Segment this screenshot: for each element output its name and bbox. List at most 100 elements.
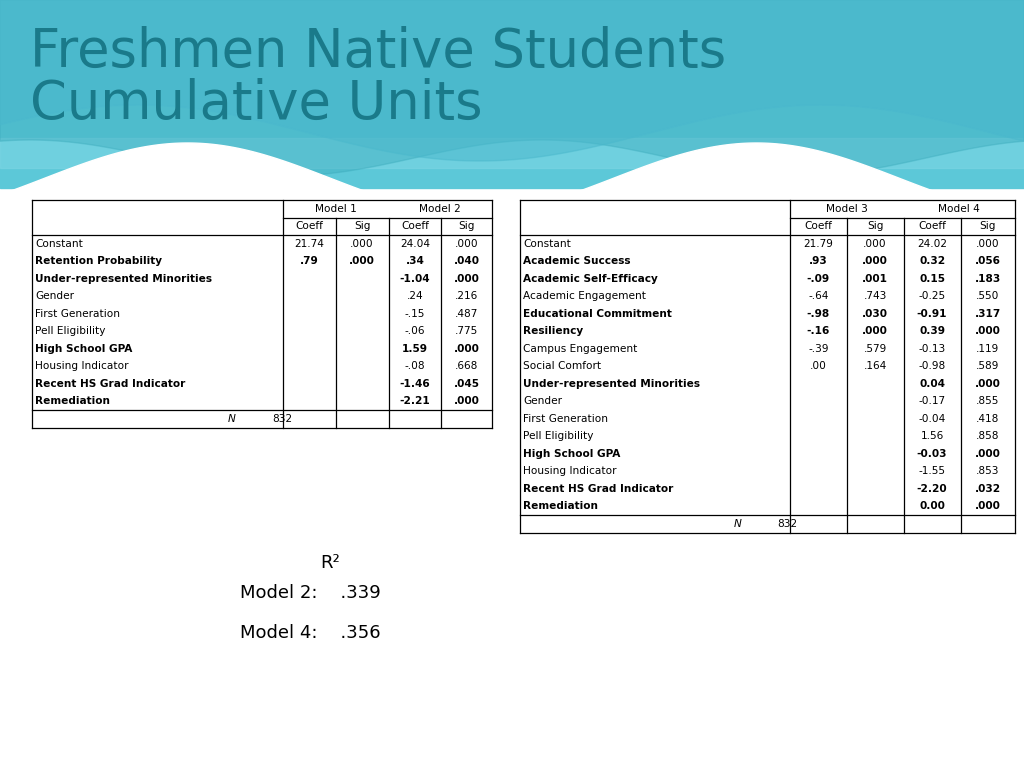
Text: .032: .032 xyxy=(975,484,1000,494)
Text: -.39: -.39 xyxy=(808,344,828,354)
Text: -.98: -.98 xyxy=(807,309,829,319)
Text: -.09: -.09 xyxy=(807,273,829,283)
Text: Housing Indicator: Housing Indicator xyxy=(35,361,128,371)
Text: Sig: Sig xyxy=(980,221,996,231)
Text: .000: .000 xyxy=(862,257,888,266)
Text: .858: .858 xyxy=(976,432,999,442)
Text: Freshmen Native Students: Freshmen Native Students xyxy=(30,26,726,78)
Text: -0.13: -0.13 xyxy=(919,344,946,354)
Text: .743: .743 xyxy=(863,291,887,301)
Text: Social Comfort: Social Comfort xyxy=(523,361,601,371)
Text: .000: .000 xyxy=(349,257,375,266)
Text: .000: .000 xyxy=(862,326,888,336)
Text: Coeff: Coeff xyxy=(804,221,833,231)
Text: Resiliency: Resiliency xyxy=(523,326,584,336)
Text: Sig: Sig xyxy=(867,221,884,231)
Text: .000: .000 xyxy=(454,344,479,354)
Text: 21.79: 21.79 xyxy=(803,239,834,249)
Text: Under-represented Minorities: Under-represented Minorities xyxy=(523,379,700,389)
Text: .579: .579 xyxy=(863,344,887,354)
Text: .550: .550 xyxy=(976,291,999,301)
Text: 0.15: 0.15 xyxy=(920,273,945,283)
Text: Remediation: Remediation xyxy=(523,502,598,511)
Text: .855: .855 xyxy=(976,396,999,406)
Text: Gender: Gender xyxy=(523,396,562,406)
Text: Housing Indicator: Housing Indicator xyxy=(523,466,616,476)
Text: High School GPA: High School GPA xyxy=(523,449,621,458)
Text: Remediation: Remediation xyxy=(35,396,110,406)
Text: .418: .418 xyxy=(976,414,999,424)
Text: .030: .030 xyxy=(862,309,888,319)
Text: -.64: -.64 xyxy=(808,291,828,301)
Text: -0.98: -0.98 xyxy=(919,361,946,371)
Text: Educational Commitment: Educational Commitment xyxy=(523,309,672,319)
Text: 1.59: 1.59 xyxy=(402,344,428,354)
Text: 0.32: 0.32 xyxy=(919,257,945,266)
Text: -0.25: -0.25 xyxy=(919,291,945,301)
Text: Academic Self-Efficacy: Academic Self-Efficacy xyxy=(523,273,657,283)
Text: -0.91: -0.91 xyxy=(916,309,947,319)
Text: Academic Success: Academic Success xyxy=(523,257,631,266)
Text: 24.04: 24.04 xyxy=(400,239,430,249)
Text: .001: .001 xyxy=(862,273,888,283)
Text: Model 4: Model 4 xyxy=(938,204,980,214)
Text: Constant: Constant xyxy=(35,239,83,249)
Text: .000: .000 xyxy=(863,239,887,249)
Text: Sig: Sig xyxy=(354,221,371,231)
Text: Under-represented Minorities: Under-represented Minorities xyxy=(35,273,212,283)
Text: N: N xyxy=(228,414,236,424)
Text: -2.21: -2.21 xyxy=(399,396,430,406)
Text: .119: .119 xyxy=(976,344,999,354)
Text: Cumulative Units: Cumulative Units xyxy=(30,78,482,130)
Text: -0.03: -0.03 xyxy=(916,449,947,458)
Text: 0.04: 0.04 xyxy=(920,379,945,389)
Text: .000: .000 xyxy=(350,239,374,249)
Text: -.06: -.06 xyxy=(404,326,425,336)
Text: .045: .045 xyxy=(454,379,479,389)
Text: .317: .317 xyxy=(975,309,1000,319)
Text: .056: .056 xyxy=(975,257,1000,266)
Text: High School GPA: High School GPA xyxy=(35,344,132,354)
Text: Model 4:    .356: Model 4: .356 xyxy=(240,624,381,642)
Text: Academic Engagement: Academic Engagement xyxy=(523,291,646,301)
Text: -1.55: -1.55 xyxy=(919,466,945,476)
Text: 0.00: 0.00 xyxy=(920,502,945,511)
Text: Retention Probability: Retention Probability xyxy=(35,257,162,266)
Text: .34: .34 xyxy=(406,257,424,266)
Text: Recent HS Grad Indicator: Recent HS Grad Indicator xyxy=(523,484,674,494)
Text: Coeff: Coeff xyxy=(295,221,324,231)
Text: -0.04: -0.04 xyxy=(919,414,946,424)
Text: .487: .487 xyxy=(455,309,478,319)
Bar xyxy=(0,0,1024,188)
Text: -.15: -.15 xyxy=(404,309,425,319)
Text: .00: .00 xyxy=(810,361,826,371)
Text: 1.56: 1.56 xyxy=(921,432,944,442)
Text: -.08: -.08 xyxy=(404,361,425,371)
Text: .93: .93 xyxy=(809,257,827,266)
Text: .668: .668 xyxy=(455,361,478,371)
Text: Sig: Sig xyxy=(459,221,475,231)
Text: .000: .000 xyxy=(975,502,1000,511)
Text: .775: .775 xyxy=(455,326,478,336)
Text: .183: .183 xyxy=(975,273,1000,283)
Text: .79: .79 xyxy=(300,257,318,266)
Text: Pell Eligibility: Pell Eligibility xyxy=(523,432,594,442)
Text: Pell Eligibility: Pell Eligibility xyxy=(35,326,105,336)
Text: .216: .216 xyxy=(455,291,478,301)
Text: -1.04: -1.04 xyxy=(399,273,430,283)
Text: .040: .040 xyxy=(454,257,479,266)
Text: Gender: Gender xyxy=(35,291,74,301)
Text: 21.74: 21.74 xyxy=(294,239,324,249)
Text: Coeff: Coeff xyxy=(401,221,429,231)
Bar xyxy=(0,138,1024,168)
Text: 24.02: 24.02 xyxy=(918,239,947,249)
Text: Constant: Constant xyxy=(523,239,570,249)
Text: .164: .164 xyxy=(863,361,887,371)
Text: .000: .000 xyxy=(975,449,1000,458)
Text: Model 2: Model 2 xyxy=(420,204,461,214)
Text: Campus Engagement: Campus Engagement xyxy=(523,344,637,354)
Text: .589: .589 xyxy=(976,361,999,371)
Text: Model 3: Model 3 xyxy=(825,204,867,214)
Text: -.16: -.16 xyxy=(807,326,829,336)
Text: .000: .000 xyxy=(975,326,1000,336)
